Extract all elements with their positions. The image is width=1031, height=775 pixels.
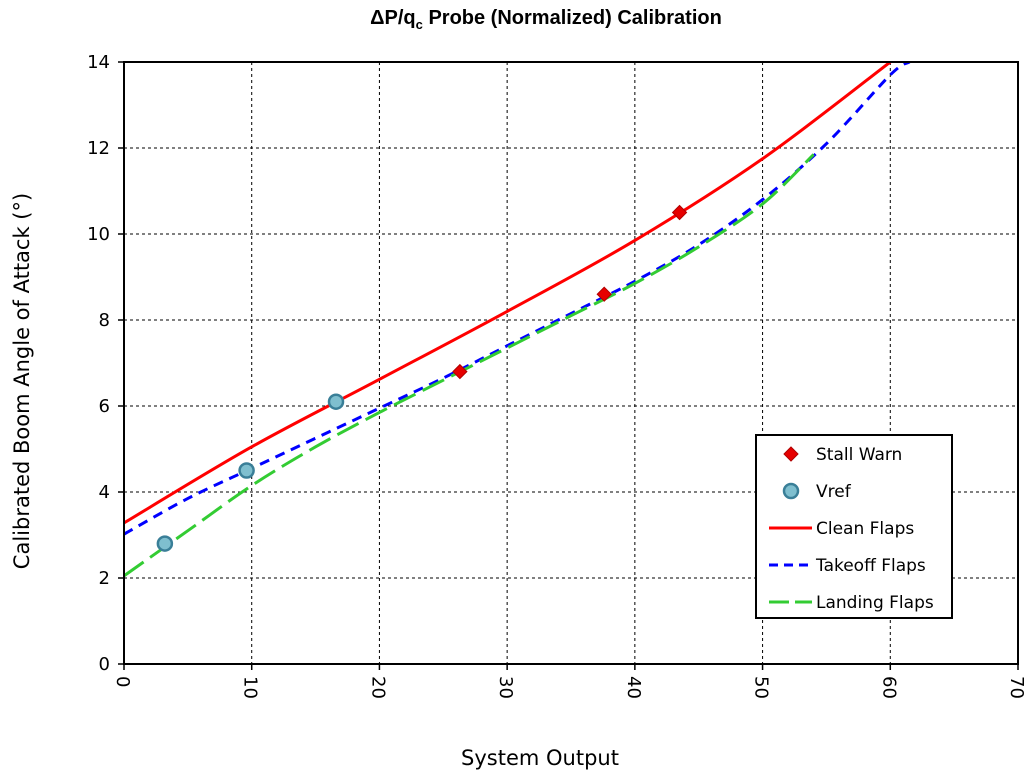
y-tick-label: 6 [99, 396, 110, 417]
marker-vref [156, 535, 174, 552]
x-tick-label: 30 [495, 676, 516, 699]
axis-ticks: 0 10 20 30 40 50 60 70 0 2 4 6 8 10 12 14 [87, 52, 1027, 699]
chart-title-main: ΔP/q [370, 7, 416, 29]
marker-stall-warn [596, 286, 612, 302]
legend: Stall Warn Vref Clean Flaps Takeoff Flaps La… [755, 434, 953, 619]
marker-stall-warn [671, 204, 688, 221]
y-tick-label: 12 [87, 138, 110, 159]
x-axis-title: System Output [461, 746, 619, 770]
chart-title-rest: Probe (Normalized) Calibration [423, 7, 722, 29]
x-tick-label: 10 [240, 676, 261, 699]
y-tick-label: 2 [99, 568, 110, 589]
legend-symbol-stall-warn [783, 446, 799, 462]
legend-label-clean-flaps: Clean Flaps [816, 519, 914, 539]
x-tick-label: 60 [878, 676, 899, 699]
chart-title: ΔP/qc Probe (Normalized) Calibration [370, 7, 722, 32]
y-axis-title: Calibrated Boom Angle of Attack (°) [10, 193, 34, 569]
line-series-group [124, 62, 911, 578]
legend-label-vref: Vref [816, 482, 852, 502]
plot-series [124, 62, 911, 578]
legend-label-landing-flaps: Landing Flaps [816, 593, 934, 613]
x-tick-label: 20 [367, 676, 388, 699]
legend-items: Stall Warn Vref Clean Flaps Takeoff Flaps La… [769, 445, 934, 613]
y-tick-label: 14 [87, 52, 110, 73]
series-line-takeoff-flaps [124, 62, 911, 536]
x-tick-label: 50 [751, 676, 772, 699]
y-tick-label: 8 [99, 310, 110, 331]
x-tick-label: 40 [623, 676, 644, 699]
marker-vref [327, 393, 345, 410]
series-line-clean-flaps [124, 62, 892, 525]
series-line-landing-flaps [124, 153, 815, 578]
legend-label-takeoff-flaps: Takeoff Flaps [815, 556, 926, 576]
y-tick-label: 10 [87, 224, 110, 245]
series-markers-stall-warn [452, 204, 688, 380]
legend-label-stall-warn: Stall Warn [816, 445, 902, 465]
y-tick-label: 4 [99, 482, 110, 503]
y-tick-label: 0 [99, 654, 110, 675]
chart-title-subscript: c [416, 17, 423, 32]
x-tick-label: 70 [1006, 676, 1027, 699]
marker-vref [238, 462, 255, 479]
marker-stall-warn [452, 363, 468, 380]
plot-area-border [123, 61, 1019, 665]
x-tick-label: 0 [112, 676, 133, 687]
legend-symbol-vref [782, 482, 800, 500]
series-markers-vref [156, 393, 345, 552]
